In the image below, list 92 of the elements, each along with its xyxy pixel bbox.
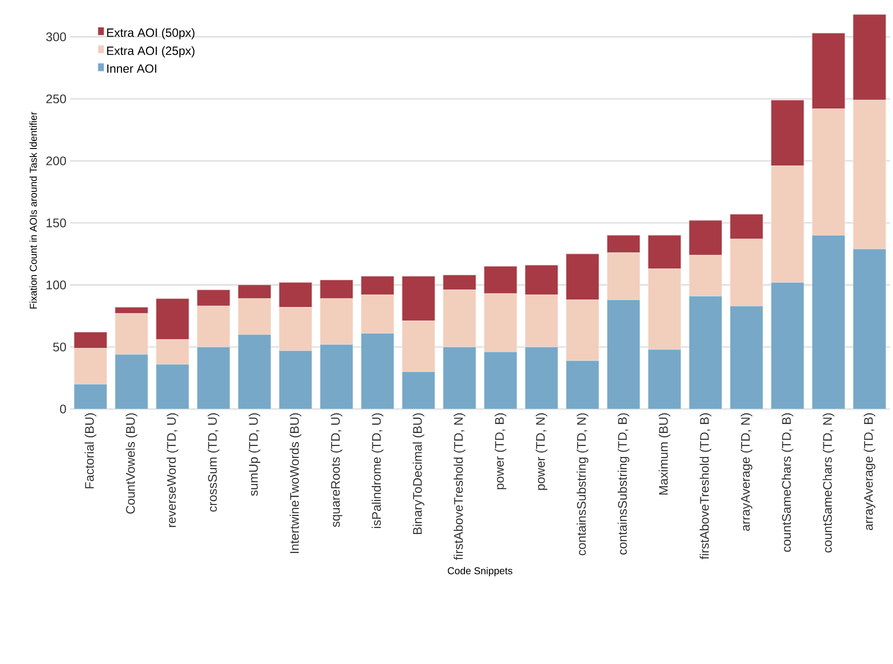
bar <box>196 346 230 410</box>
x-tick-label: CountVowels (BU) <box>126 413 138 514</box>
bar <box>114 313 148 355</box>
x-tick-label: reverseWord (TD, U) <box>166 413 178 528</box>
bar <box>688 220 722 256</box>
x-tick-label: BinaryToDecimal (BU) <box>412 413 424 534</box>
bar <box>196 306 230 348</box>
bar <box>524 294 558 348</box>
bar <box>812 32 846 109</box>
bar <box>156 339 190 365</box>
bar <box>238 298 272 335</box>
y-tick-label: 0 <box>60 404 66 414</box>
bar <box>730 214 764 240</box>
bar <box>484 352 518 410</box>
bar <box>320 344 354 410</box>
x-tick-label: countSameChars (TD, N) <box>822 413 834 552</box>
bar <box>278 307 312 351</box>
x-tick-label: firstAboveTreshold (TD, N) <box>454 413 466 560</box>
x-tick-label: containsSubstring (TD, B) <box>618 413 630 555</box>
y-tick-label: 200 <box>46 156 66 166</box>
bar <box>648 268 682 350</box>
x-tick-label: firstAboveTreshold (TD, B) <box>700 413 712 560</box>
bar <box>812 108 846 236</box>
bar <box>402 372 436 410</box>
bar <box>320 298 354 345</box>
bar <box>730 306 764 410</box>
bar <box>648 235 682 270</box>
bar <box>606 252 640 300</box>
bar <box>566 254 600 300</box>
x-tick-label: Maximum (BU) <box>658 413 670 495</box>
bar <box>278 282 312 308</box>
y-tick-label: 150 <box>46 218 66 228</box>
bar <box>442 290 476 348</box>
bar <box>606 300 640 410</box>
bar <box>402 276 436 322</box>
bar <box>688 254 722 296</box>
bar <box>524 264 558 296</box>
bar <box>812 235 846 410</box>
y-tick-label: 50 <box>53 342 66 352</box>
bar <box>114 354 148 410</box>
bar <box>648 349 682 410</box>
x-tick-label: squareRoots (TD, U) <box>330 413 342 528</box>
x-tick-label: sumUp (TD, U) <box>248 413 260 496</box>
x-tick-label: power (TD, N) <box>536 413 548 490</box>
bar <box>360 276 394 296</box>
bar <box>156 364 190 410</box>
bar <box>852 248 886 410</box>
bar <box>74 332 108 348</box>
bar <box>402 320 436 372</box>
bar <box>688 296 722 410</box>
x-tick-label: arrayAverage (TD, B) <box>864 413 876 530</box>
bar <box>484 266 518 294</box>
bar <box>156 298 190 340</box>
bar <box>566 300 600 361</box>
x-tick-label: IntertwineTwoWords (BU) <box>290 413 302 554</box>
bar <box>852 100 886 250</box>
y-tick-label: 250 <box>46 94 66 104</box>
legend-label: Inner AOI <box>107 64 156 73</box>
bar <box>524 346 558 410</box>
bar <box>74 384 108 410</box>
x-tick-label: containsSubstring (TD, N) <box>576 413 588 556</box>
bar <box>730 238 764 306</box>
bar <box>484 293 518 352</box>
bar <box>442 346 476 410</box>
bar <box>606 235 640 253</box>
x-tick-label: isPalindrome (TD, U) <box>372 413 384 528</box>
x-tick-label: countSameChars (TD, B) <box>782 413 794 552</box>
x-tick-label: crossSum (TD, U) <box>208 413 220 512</box>
bar <box>770 282 804 410</box>
bar <box>74 348 108 384</box>
legend-label: Extra AOI (25px) <box>107 46 194 58</box>
bar <box>238 334 272 410</box>
bar <box>770 166 804 283</box>
x-tick-label: Factorial (BU) <box>84 413 96 488</box>
y-axis-title: Fixation Count in AOIs around Task Identifier <box>30 112 37 309</box>
bar <box>238 284 272 299</box>
bar <box>852 14 886 100</box>
legend-label: Extra AOI (50px) <box>107 28 194 40</box>
bar <box>566 360 600 410</box>
bar <box>360 333 394 410</box>
bar <box>196 290 230 306</box>
bar <box>360 294 394 334</box>
bar <box>320 280 354 299</box>
x-tick-label: arrayAverage (TD, N) <box>740 413 752 531</box>
bar <box>770 100 804 166</box>
y-tick-label: 300 <box>46 32 66 42</box>
x-tick-label: power (TD, B) <box>494 413 506 490</box>
bar <box>114 307 148 314</box>
x-axis-title: Code Snippets <box>448 566 512 576</box>
y-tick-label: 100 <box>46 280 66 290</box>
bar <box>278 350 312 410</box>
bar <box>442 274 476 290</box>
